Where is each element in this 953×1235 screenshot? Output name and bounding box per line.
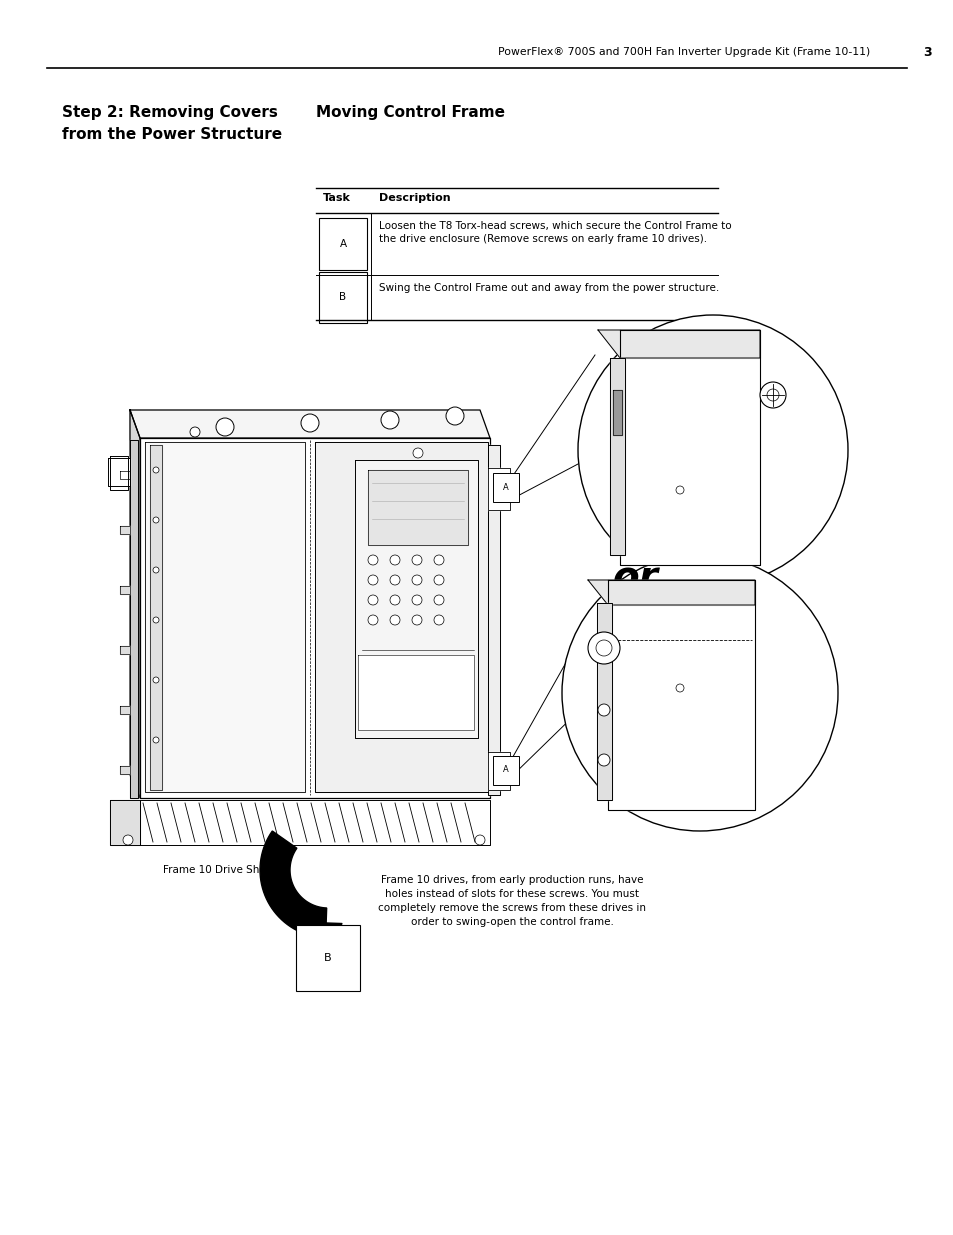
Circle shape	[676, 487, 683, 494]
Circle shape	[390, 615, 399, 625]
Circle shape	[215, 417, 233, 436]
Text: from the Power Structure: from the Power Structure	[62, 127, 282, 142]
Circle shape	[561, 555, 837, 831]
Circle shape	[475, 835, 484, 845]
Text: Swing the Control Frame out and away from the power structure.: Swing the Control Frame out and away fro…	[378, 283, 719, 293]
Text: B: B	[339, 293, 346, 303]
Polygon shape	[140, 800, 490, 845]
Circle shape	[390, 595, 399, 605]
Circle shape	[446, 408, 463, 425]
Circle shape	[587, 632, 619, 664]
Circle shape	[152, 467, 159, 473]
Circle shape	[368, 595, 377, 605]
Circle shape	[434, 615, 443, 625]
Circle shape	[152, 737, 159, 743]
Polygon shape	[587, 580, 754, 605]
Polygon shape	[355, 459, 477, 739]
Circle shape	[598, 643, 609, 656]
Polygon shape	[613, 390, 621, 435]
Circle shape	[152, 517, 159, 522]
Circle shape	[578, 315, 847, 585]
Circle shape	[368, 576, 377, 585]
Circle shape	[390, 576, 399, 585]
Text: Loosen the T8 Torx-head screws, which secure the Control Frame to
the drive encl: Loosen the T8 Torx-head screws, which se…	[378, 221, 731, 245]
Circle shape	[368, 615, 377, 625]
Polygon shape	[140, 438, 490, 798]
Polygon shape	[619, 330, 760, 564]
Polygon shape	[607, 580, 754, 810]
Text: Frame 10 Drive Shown: Frame 10 Drive Shown	[163, 864, 280, 876]
Text: Frame 10 drives, from early production runs, have
holes instead of slots for the: Frame 10 drives, from early production r…	[377, 876, 645, 927]
Polygon shape	[368, 471, 468, 545]
Text: or: or	[613, 559, 659, 597]
Polygon shape	[108, 458, 130, 487]
Polygon shape	[120, 766, 130, 774]
Circle shape	[413, 448, 422, 458]
Circle shape	[676, 684, 683, 692]
Circle shape	[301, 414, 318, 432]
Polygon shape	[120, 706, 130, 714]
Circle shape	[412, 595, 421, 605]
Text: Description: Description	[378, 193, 450, 203]
Circle shape	[412, 555, 421, 564]
Circle shape	[368, 555, 377, 564]
Circle shape	[412, 615, 421, 625]
Polygon shape	[357, 655, 474, 730]
Polygon shape	[130, 410, 490, 438]
Polygon shape	[488, 752, 510, 790]
Text: B: B	[324, 953, 332, 963]
Polygon shape	[310, 923, 342, 945]
Circle shape	[434, 576, 443, 585]
Circle shape	[766, 389, 779, 401]
Polygon shape	[130, 410, 140, 798]
Text: A: A	[339, 240, 346, 249]
Polygon shape	[488, 468, 510, 510]
Circle shape	[190, 427, 200, 437]
Polygon shape	[120, 471, 130, 479]
Circle shape	[760, 382, 785, 408]
Circle shape	[123, 835, 132, 845]
Polygon shape	[120, 585, 130, 594]
Text: PowerFlex® 700S and 700H Fan Inverter Upgrade Kit (Frame 10-11): PowerFlex® 700S and 700H Fan Inverter Up…	[497, 47, 869, 57]
Circle shape	[434, 595, 443, 605]
Circle shape	[412, 576, 421, 585]
Text: Step 2: Removing Covers: Step 2: Removing Covers	[62, 105, 277, 120]
Circle shape	[380, 411, 398, 429]
Polygon shape	[110, 800, 140, 845]
Polygon shape	[314, 442, 488, 792]
Text: A: A	[502, 483, 508, 492]
Polygon shape	[145, 442, 305, 792]
Circle shape	[596, 640, 612, 656]
Circle shape	[598, 704, 609, 716]
Polygon shape	[597, 603, 612, 800]
Circle shape	[152, 618, 159, 622]
Circle shape	[152, 567, 159, 573]
Text: 3: 3	[923, 46, 931, 58]
Polygon shape	[120, 646, 130, 655]
Polygon shape	[260, 831, 326, 937]
Polygon shape	[130, 440, 138, 798]
Circle shape	[152, 677, 159, 683]
Polygon shape	[598, 330, 760, 358]
Polygon shape	[110, 456, 128, 490]
Circle shape	[598, 755, 609, 766]
Polygon shape	[488, 445, 499, 795]
Circle shape	[434, 555, 443, 564]
Polygon shape	[609, 358, 624, 555]
Circle shape	[390, 555, 399, 564]
Text: Moving Control Frame: Moving Control Frame	[315, 105, 504, 120]
Text: A: A	[502, 766, 508, 774]
Text: Task: Task	[323, 193, 351, 203]
Polygon shape	[120, 526, 130, 534]
Polygon shape	[150, 445, 162, 790]
